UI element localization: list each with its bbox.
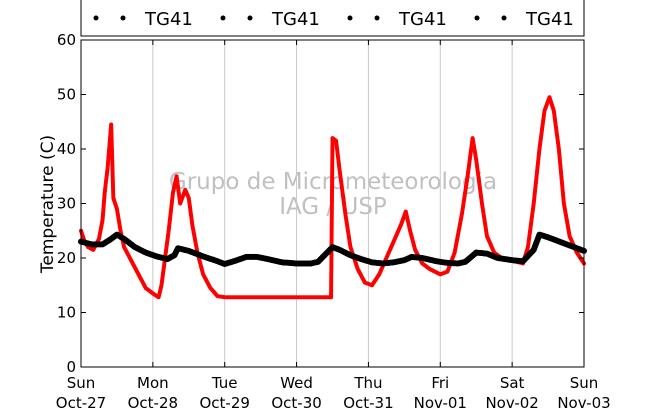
legend-marker	[374, 15, 380, 21]
legend-label: TG41	[271, 9, 320, 30]
axis-ticks: Sun Oct-27 Mon Oct-28 Tue Oct-29 Wed Oct-30 Thu O…	[56, 31, 611, 412]
x-tick-label-date: Oct-30	[271, 394, 321, 409]
legend-marker	[347, 15, 353, 21]
x-tick-label-date: Oct-27	[56, 394, 106, 409]
legend-marker	[93, 15, 99, 21]
legend-label: TG41	[398, 9, 447, 30]
legend-box	[80, 0, 585, 37]
x-tick-label-date: Oct-29	[199, 394, 249, 409]
legend-label: TG41	[144, 9, 193, 30]
y-tick-label: 30	[57, 195, 76, 213]
x-tick-label-date: Nov-01	[414, 394, 467, 409]
legend-marker	[220, 15, 226, 21]
legend-label: TG41	[525, 9, 574, 30]
x-tick-label-day: Tue	[211, 374, 238, 392]
x-tick-label-day: Mon	[137, 374, 169, 392]
x-tick-label-date: Oct-28	[128, 394, 178, 409]
x-tick-label-date: Oct-31	[343, 394, 393, 409]
series-red	[79, 95, 586, 300]
legend: TG41 TG41 TG41 TG41	[93, 9, 574, 30]
x-tick-label-day: Sun	[570, 374, 599, 392]
x-tick-label-day: Wed	[280, 374, 313, 392]
x-tick-label-date: Nov-03	[557, 394, 610, 409]
legend-marker	[501, 15, 507, 21]
x-tick-label-date: Nov-02	[485, 394, 538, 409]
x-tick-label-day: Sat	[500, 374, 525, 392]
series-black	[78, 231, 587, 267]
y-tick-label: 10	[57, 304, 76, 322]
y-axis-label: Temperature (C)	[38, 135, 58, 274]
x-tick-label-day: Thu	[353, 374, 382, 392]
y-tick-label: 50	[57, 86, 76, 104]
x-tick-label-day: Sun	[67, 374, 96, 392]
y-tick-label: 0	[66, 358, 76, 376]
legend-marker	[474, 15, 480, 21]
legend-marker	[120, 15, 126, 21]
series	[78, 95, 587, 300]
y-tick-label: 40	[57, 140, 76, 158]
grid-lines	[152, 40, 513, 367]
x-tick-label-day: Fri	[431, 374, 449, 392]
legend-marker	[247, 15, 253, 21]
y-tick-label: 20	[57, 249, 76, 267]
y-tick-label: 60	[57, 31, 76, 49]
